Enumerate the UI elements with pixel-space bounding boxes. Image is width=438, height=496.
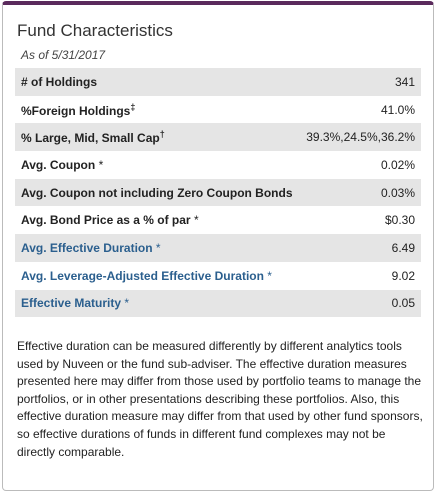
row-label[interactable]: Effective Maturity: [21, 296, 122, 311]
row-value: 341: [394, 74, 415, 89]
row-label[interactable]: Avg. Effective Duration: [21, 240, 153, 255]
footnote-marker: *: [193, 213, 199, 228]
footnote-marker: *: [155, 240, 161, 255]
row-value: 9.02: [391, 268, 415, 283]
row-value: 0.02%: [380, 157, 415, 172]
row-value: 6.49: [391, 240, 415, 255]
table-row: Avg. Leverage-Adjusted Effective Duratio…: [15, 262, 421, 290]
row-value: $0.30: [384, 213, 415, 228]
row-label: Avg. Coupon: [21, 157, 96, 172]
row-label-cell: Avg. Coupon *: [21, 158, 103, 172]
footnote-marker: *: [98, 157, 104, 172]
table-row: % Large, Mid, Small Cap† 39.3%,24.5%,36.2…: [15, 123, 421, 152]
row-label[interactable]: Avg. Leverage-Adjusted Effective Duratio…: [21, 268, 264, 283]
row-value: 41.0%: [380, 102, 415, 117]
row-label: % Large, Mid, Small Cap: [21, 131, 160, 146]
row-label-cell: Avg. Bond Price as a % of par *: [21, 213, 199, 227]
table-row: Avg. Bond Price as a % of par * $0.30: [15, 206, 421, 234]
row-label: # of Holdings: [21, 74, 97, 89]
footnote-marker: †: [159, 129, 165, 140]
row-value: 0.03%: [380, 185, 415, 200]
footnote: Effective duration can be measured diffe…: [17, 339, 423, 459]
row-label-cell: %Foreign Holdings‡: [21, 102, 135, 118]
fund-card: Fund Characteristics As of 5/31/2017 # o…: [2, 1, 434, 491]
footnote-marker: *: [124, 296, 130, 311]
row-label-cell: Avg. Coupon not including Zero Coupon Bo…: [21, 186, 293, 200]
row-label-cell: % Large, Mid, Small Cap†: [21, 129, 165, 145]
row-label: Avg. Coupon not including Zero Coupon Bo…: [21, 185, 293, 200]
row-label-cell[interactable]: Avg. Effective Duration *: [21, 241, 161, 255]
row-label: %Foreign Holdings: [21, 103, 131, 118]
table-row: Avg. Coupon not including Zero Coupon Bo…: [15, 178, 421, 207]
row-label-cell[interactable]: Avg. Leverage-Adjusted Effective Duratio…: [21, 269, 272, 283]
characteristics-table: # of Holdings 341 %Foreign Holdings‡ 41.0%%…: [15, 68, 421, 318]
row-value: 0.05: [391, 296, 415, 311]
table-row: Avg. Coupon * 0.02%: [15, 151, 421, 179]
row-label: Avg. Bond Price as a % of par: [21, 213, 191, 228]
card-title: Fund Characteristics: [17, 21, 173, 40]
table-row: Avg. Effective Duration * 6.49: [15, 234, 421, 262]
row-label-cell: # of Holdings: [21, 75, 97, 89]
footnote-marker: ‡: [130, 101, 136, 112]
table-row: # of Holdings 341: [15, 68, 421, 96]
as-of-date: As of 5/31/2017: [21, 48, 106, 62]
table-row: %Foreign Holdings‡ 41.0%: [15, 96, 421, 124]
row-label-cell[interactable]: Effective Maturity *: [21, 296, 129, 310]
row-value: 39.3%,24.5%,36.2%: [306, 130, 415, 145]
footnote-marker: *: [267, 268, 272, 283]
table-row: Effective Maturity * 0.05: [15, 289, 421, 318]
